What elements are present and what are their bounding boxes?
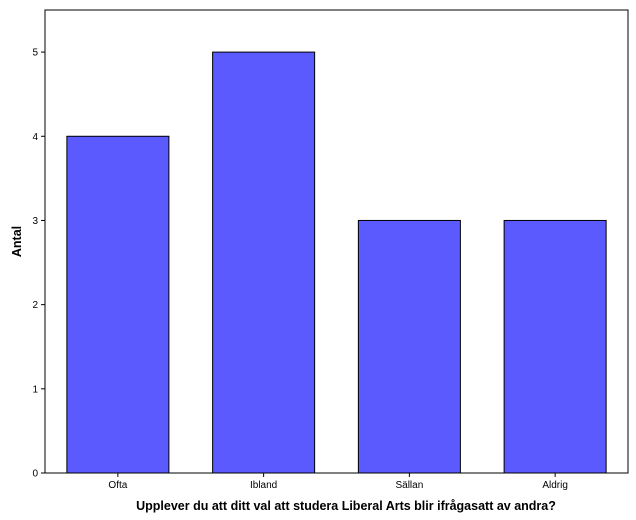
y-tick-label: 5 <box>32 48 38 59</box>
x-axis: Ofta Ibland Sällan Aldrig <box>108 473 568 491</box>
y-tick-label: 1 <box>32 384 38 395</box>
x-axis-title: Upplever du att ditt val att studera Lib… <box>136 499 556 513</box>
bar <box>503 219 607 474</box>
y-axis: 0 1 2 3 4 5 <box>32 48 45 480</box>
bar <box>212 51 316 474</box>
y-tick-label: 2 <box>32 300 38 311</box>
y-tick-label: 0 <box>32 469 38 480</box>
x-tick-label: Ofta <box>108 480 127 491</box>
bars <box>66 51 607 474</box>
x-tick-label: Ibland <box>250 480 277 491</box>
y-tick-label: 4 <box>32 132 38 143</box>
y-tick-label: 3 <box>32 216 38 227</box>
x-tick-label: Sällan <box>395 480 423 491</box>
bar <box>66 135 170 474</box>
x-tick-label: Aldrig <box>542 480 568 491</box>
bar <box>357 219 461 474</box>
y-axis-title: Antal <box>10 226 24 257</box>
